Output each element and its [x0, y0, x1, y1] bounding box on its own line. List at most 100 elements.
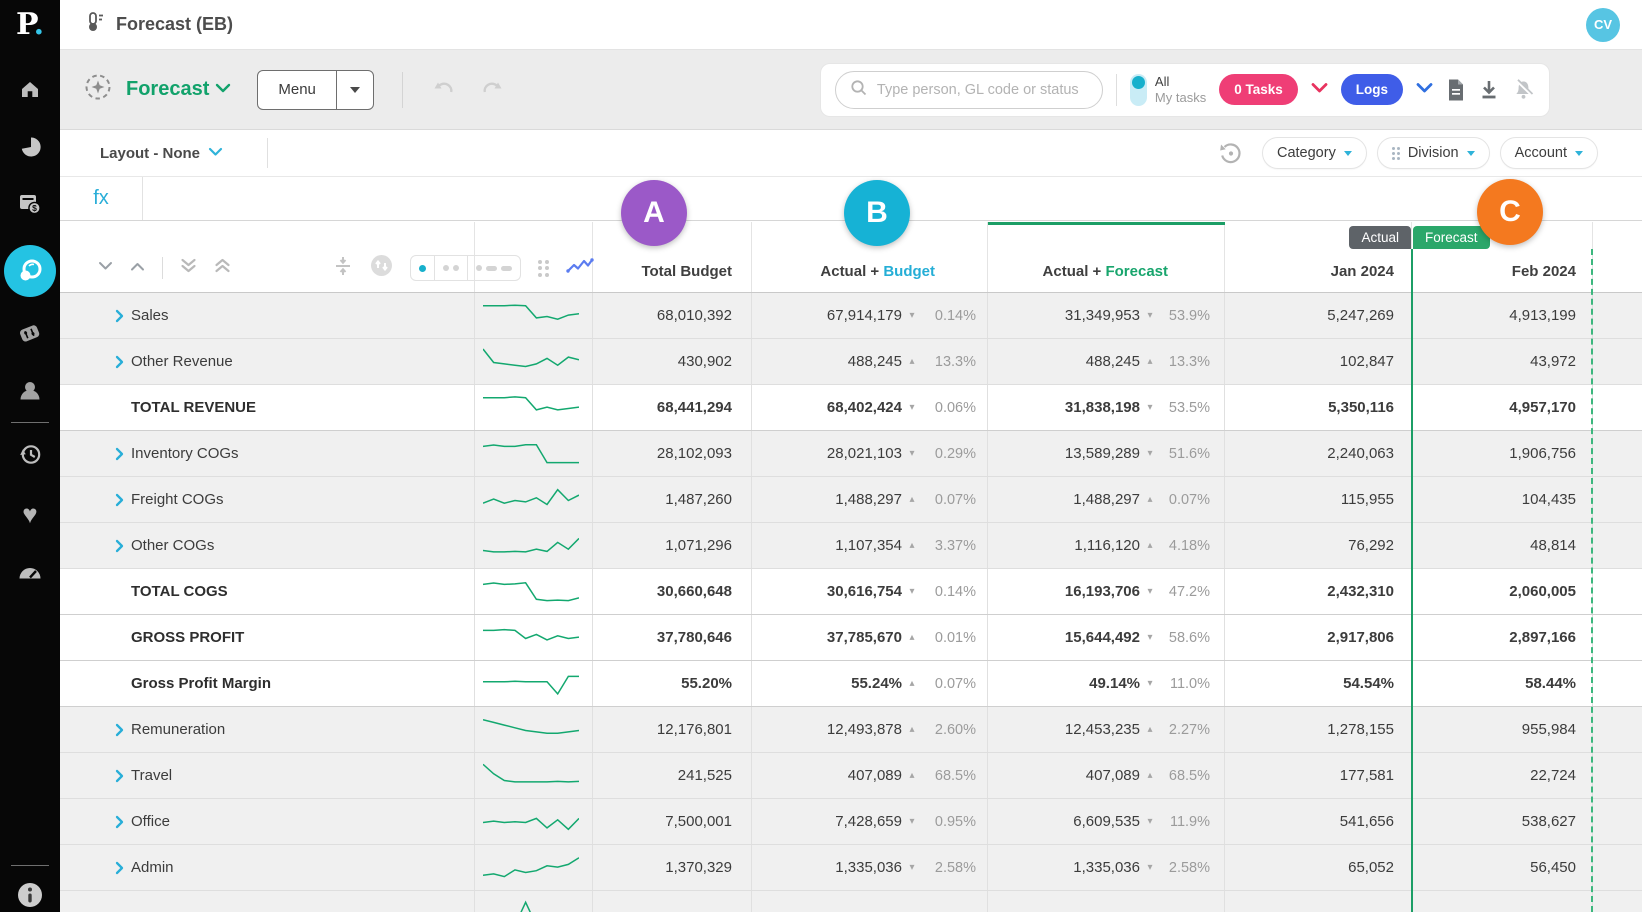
table-row[interactable]: Office 7,500,001 7,428,659 ▾ 0.95% 6,609,535 ▾… — [60, 799, 1642, 845]
layout-chevron-icon[interactable] — [208, 144, 223, 162]
actual-forecast-cell[interactable]: 407,089 ▴ 68.5% — [988, 753, 1225, 798]
table-row[interactable]: Freight COGs 1,487,260 1,488,297 ▴ 0.07% 1,48… — [60, 477, 1642, 523]
jan-2024-cell[interactable]: 177,581 — [1225, 753, 1412, 798]
table-row[interactable]: GROSS PROFIT 37,780,646 37,785,670 ▴ 0.01% 15… — [60, 615, 1642, 661]
jan-2024-cell[interactable]: 5,350,116 — [1225, 385, 1412, 430]
group-pill-division[interactable]: Division — [1376, 137, 1490, 169]
sort-circle-icon[interactable] — [370, 254, 393, 282]
feb-2024-cell[interactable]: 538,627 — [1412, 799, 1593, 844]
feb-2024-cell[interactable]: 2,060,005 — [1412, 569, 1593, 614]
actual-forecast-cell[interactable]: 1,488,297 ▴ 0.07% — [988, 477, 1225, 522]
actual-budget-cell[interactable]: 67,914,179 ▾ 0.14% — [752, 293, 988, 338]
total-budget-cell[interactable]: 55.20% — [593, 661, 752, 706]
feb-2024-cell[interactable]: 56,450 — [1412, 845, 1593, 890]
row-label-cell[interactable]: Gross Profit Margin — [60, 661, 475, 706]
row-label-cell[interactable]: TOTAL COGS — [60, 569, 475, 614]
column-drag-handle-icon[interactable] — [538, 259, 549, 277]
sync-sparkle-icon[interactable] — [82, 71, 114, 108]
expand-row-icon[interactable] — [130, 259, 145, 277]
pie-chart-icon[interactable] — [0, 124, 60, 170]
jan-2024-cell[interactable]: 5,247,269 — [1225, 293, 1412, 338]
row-label-cell[interactable]: TOTAL REVENUE — [60, 385, 475, 430]
collapse-height-icon[interactable] — [333, 256, 353, 281]
actual-budget-cell[interactable]: 68,402,424 ▾ 0.06% — [752, 385, 988, 430]
table-row[interactable]: Admin 1,370,329 1,335,036 ▾ 2.58% 1,335,036 ▾ 2… — [60, 845, 1642, 891]
feb-2024-cell[interactable]: 2,897,166 — [1412, 615, 1593, 660]
actual-budget-cell[interactable]: 1,107,354 ▴ 3.37% — [752, 523, 988, 568]
table-row[interactable]: Other COGs 1,071,296 1,107,354 ▴ 3.37% 1,116,… — [60, 523, 1642, 569]
total-budget-cell[interactable]: 30,660,648 — [593, 569, 752, 614]
row-expand-chevron-icon[interactable] — [115, 539, 124, 557]
group-pill-category[interactable]: Category — [1261, 137, 1367, 169]
row-label-cell[interactable]: Sales — [60, 293, 475, 338]
actual-forecast-cell[interactable]: 15,644,492 ▾ 58.6% — [988, 615, 1225, 660]
layout-selector[interactable]: Layout - None — [100, 144, 200, 162]
table-row[interactable]: Remuneration 12,176,801 12,493,878 ▴ 2.60% 12… — [60, 707, 1642, 753]
row-label-cell[interactable]: Other COGs — [60, 523, 475, 568]
restore-history-icon[interactable] — [1217, 140, 1244, 167]
notifications-muted-icon[interactable] — [1512, 78, 1535, 101]
app-logo[interactable]: P. — [15, 7, 45, 42]
row-expand-chevron-icon[interactable] — [115, 769, 124, 787]
tasks-count-pill[interactable]: 0 Tasks — [1219, 74, 1298, 105]
menu-button[interactable]: Menu — [278, 81, 316, 98]
feb-2024-cell[interactable]: 1,906,756 — [1412, 431, 1593, 476]
my-tasks-label[interactable]: My tasks — [1154, 89, 1207, 105]
ledger-icon[interactable]: $ — [0, 182, 60, 228]
info-icon[interactable] — [0, 874, 60, 912]
actual-budget-cell[interactable]: 488,245 ▴ 13.3% — [752, 339, 988, 384]
jan-2024-cell[interactable]: 76,292 — [1225, 523, 1412, 568]
total-budget-cell[interactable]: 1,487,260 — [593, 477, 752, 522]
table-row[interactable]: Gross Profit Margin 55.20% 55.24% ▴ 0.07% 49.… — [60, 661, 1642, 707]
jan-2024-cell[interactable]: 2,240,063 — [1225, 431, 1412, 476]
feb-2024-cell[interactable]: 955,984 — [1412, 707, 1593, 752]
header-actual-forecast[interactable]: Actual + Forecast — [988, 222, 1225, 292]
actual-budget-cell[interactable]: 28,021,103 ▾ 0.29% — [752, 431, 988, 476]
table-row[interactable]: TOTAL COGS 30,660,648 30,616,754 ▾ 0.14% 16,1… — [60, 569, 1642, 615]
row-expand-chevron-icon[interactable] — [115, 861, 124, 879]
actual-budget-cell[interactable]: 7,428,659 ▾ 0.95% — [752, 799, 988, 844]
row-expand-chevron-icon[interactable] — [115, 309, 124, 327]
table-row[interactable]: Travel 241,525 407,089 ▴ 68.5% 407,089 ▴ 68.5% 1… — [60, 753, 1642, 799]
drag-handle-icon[interactable] — [1391, 146, 1400, 160]
expand-all-icon[interactable] — [214, 258, 231, 279]
actual-budget-cell[interactable]: 55.24% ▴ 0.07% — [752, 661, 988, 706]
row-expand-chevron-icon[interactable] — [115, 447, 124, 465]
total-budget-cell[interactable]: 1,370,329 — [593, 845, 752, 890]
user-avatar[interactable]: CV — [1586, 7, 1620, 42]
chevron-down-icon[interactable] — [215, 81, 231, 99]
logs-chevron-icon[interactable] — [1416, 81, 1433, 99]
jan-2024-cell[interactable]: 2,432,310 — [1225, 569, 1412, 614]
total-budget-cell[interactable]: 430,902 — [593, 339, 752, 384]
jan-2024-cell[interactable]: 65,052 — [1225, 845, 1412, 890]
row-label-cell[interactable]: Office — [60, 799, 475, 844]
collapse-all-icon[interactable] — [180, 258, 197, 279]
actual-forecast-cell[interactable] — [988, 891, 1225, 912]
table-row[interactable]: Inventory COGs 28,102,093 28,021,103 ▾ 0.29%… — [60, 431, 1642, 477]
history-clock-icon[interactable] — [0, 431, 60, 477]
row-label-cell[interactable]: Travel — [60, 753, 475, 798]
collapse-row-icon[interactable] — [98, 259, 113, 277]
actual-budget-cell[interactable]: 407,089 ▴ 68.5% — [752, 753, 988, 798]
view-switcher[interactable]: Forecast — [126, 78, 210, 100]
actual-forecast-cell[interactable]: 6,609,535 ▾ 11.9% — [988, 799, 1225, 844]
jan-2024-cell[interactable]: 2,917,806 — [1225, 615, 1412, 660]
feb-2024-cell[interactable]: 4,913,199 — [1412, 293, 1593, 338]
feb-2024-cell[interactable]: 4,957,170 — [1412, 385, 1593, 430]
total-budget-cell[interactable] — [593, 891, 752, 912]
total-budget-cell[interactable]: 1,071,296 — [593, 523, 752, 568]
row-label-cell[interactable]: Admin — [60, 845, 475, 890]
header-actual-budget[interactable]: Actual + Budget — [752, 222, 988, 292]
tasks-chevron-icon[interactable] — [1311, 81, 1328, 99]
row-label-cell[interactable]: Inventory COGs — [60, 431, 475, 476]
row-expand-chevron-icon[interactable] — [115, 355, 124, 373]
actual-budget-cell[interactable]: 37,785,670 ▴ 0.01% — [752, 615, 988, 660]
density-option-medium[interactable] — [435, 256, 468, 280]
row-label-cell[interactable]: Freight COGs — [60, 477, 475, 522]
total-budget-cell[interactable]: 68,010,392 — [593, 293, 752, 338]
total-budget-cell[interactable]: 241,525 — [593, 753, 752, 798]
density-option-compact[interactable] — [411, 256, 435, 280]
download-icon[interactable] — [1479, 79, 1499, 101]
feb-2024-cell[interactable]: 104,435 — [1412, 477, 1593, 522]
actual-forecast-cell[interactable]: 1,116,120 ▴ 4.18% — [988, 523, 1225, 568]
